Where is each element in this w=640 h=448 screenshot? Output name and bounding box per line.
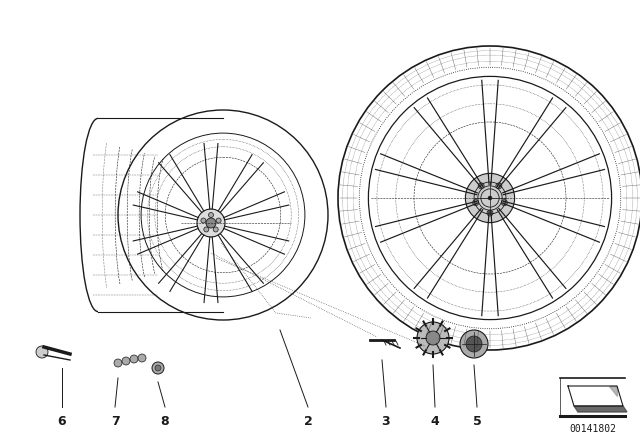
Circle shape xyxy=(216,218,221,223)
Circle shape xyxy=(155,365,161,371)
Circle shape xyxy=(460,330,488,358)
Polygon shape xyxy=(574,406,627,412)
Circle shape xyxy=(487,210,493,216)
Circle shape xyxy=(465,173,515,223)
Polygon shape xyxy=(609,386,617,396)
Circle shape xyxy=(417,322,449,354)
Text: 00141802: 00141802 xyxy=(569,424,616,434)
Circle shape xyxy=(138,354,146,362)
Text: 5: 5 xyxy=(472,415,481,428)
Circle shape xyxy=(466,336,482,352)
Circle shape xyxy=(114,359,122,367)
Circle shape xyxy=(122,357,130,365)
Circle shape xyxy=(209,212,214,217)
Circle shape xyxy=(496,183,502,189)
Circle shape xyxy=(488,196,492,200)
Circle shape xyxy=(473,200,479,206)
Circle shape xyxy=(36,346,48,358)
Circle shape xyxy=(201,218,206,223)
Circle shape xyxy=(197,209,225,237)
Text: 3: 3 xyxy=(381,415,390,428)
Text: 2: 2 xyxy=(303,415,312,428)
Circle shape xyxy=(426,331,440,345)
Circle shape xyxy=(152,362,164,374)
Text: 7: 7 xyxy=(111,415,120,428)
Text: 4: 4 xyxy=(431,415,440,428)
Text: 6: 6 xyxy=(58,415,67,428)
Text: 8: 8 xyxy=(161,415,170,428)
Circle shape xyxy=(478,183,484,189)
Circle shape xyxy=(206,218,216,228)
Circle shape xyxy=(130,355,138,363)
Circle shape xyxy=(213,227,218,232)
Circle shape xyxy=(501,200,508,206)
Circle shape xyxy=(204,227,209,232)
